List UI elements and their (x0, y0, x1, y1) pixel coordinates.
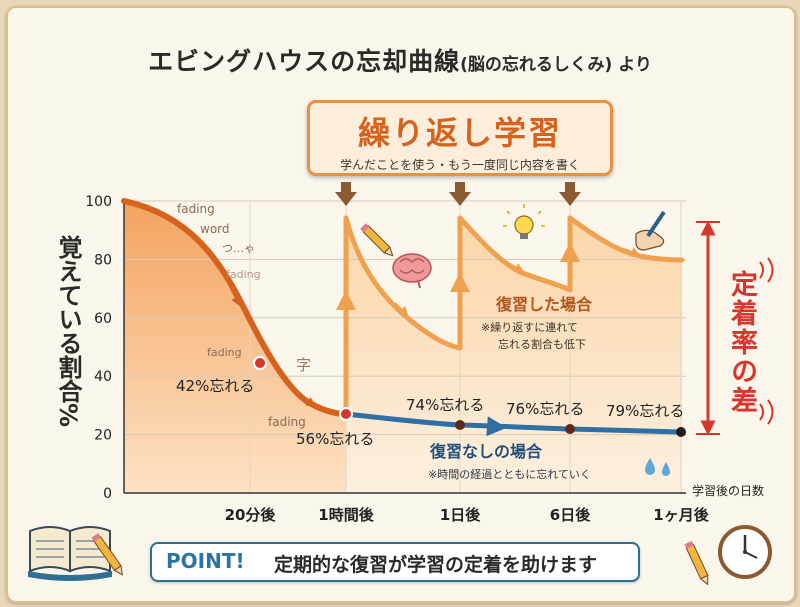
banner-note: 学んだことを使う・もう一度同じ内容を書く (340, 158, 580, 172)
banner-title: 繰り返し学習 (357, 114, 562, 152)
deco-fading: fading (207, 346, 242, 359)
fading-decorations: fading word つ…ゃ fading fading 字 fading (177, 202, 311, 429)
x-tick-label: 1時間後 (318, 506, 374, 524)
deco-fading: fading (177, 202, 215, 216)
x-tick-label: 1日後 (440, 506, 481, 524)
y-tick-label: 0 (103, 486, 112, 502)
decay-area (124, 201, 346, 493)
pencil-icon (360, 223, 394, 257)
y-tick-labels: 0 20 40 60 80 100 (85, 194, 112, 502)
x-tick-label: 6日後 (550, 506, 591, 524)
no-review-series-label: 復習なしの場合 (429, 442, 543, 461)
title-suffix: より (612, 55, 652, 75)
y-tick-label: 100 (85, 194, 112, 210)
point-79 (676, 427, 686, 437)
point-message: 定期的な復習が学習の定着を助けます (274, 554, 598, 576)
point-56 (339, 407, 353, 421)
annotation-74: 74%忘れる (406, 396, 484, 414)
review-note-line1: ※繰り返すに連れて (481, 320, 578, 334)
review-series-label: 復習した場合 (495, 295, 593, 314)
title-main: エビングハウスの忘却曲線 (148, 47, 461, 76)
no-review-line (343, 411, 683, 435)
deco-word: word (200, 222, 230, 236)
water-drops-icon (645, 458, 670, 476)
annotation-56: 56%忘れる (296, 430, 374, 448)
pencil-icon (684, 540, 709, 586)
decay-curve (121, 198, 349, 417)
annotation-42: 42%忘れる (176, 377, 254, 395)
deco-squiggle: つ…ゃ (222, 242, 255, 255)
clock-icon (718, 525, 772, 579)
deco-fading: fading (226, 268, 261, 281)
y-tick-label: 20 (94, 428, 112, 444)
point-42 (253, 356, 267, 370)
repetition-banner: 繰り返し学習 学んだことを使う・もう一度同じ内容を書く (307, 100, 613, 176)
deco-char: 字 (296, 356, 311, 374)
sound-marks (759, 257, 774, 425)
retention-difference-label: 定着率の差 (726, 270, 757, 415)
annotation-76: 76%忘れる (506, 400, 584, 418)
point-tag: POINT! (166, 549, 245, 573)
x-tick-label: 20分後 (225, 506, 277, 524)
y-tick-label: 60 (94, 311, 112, 327)
point-box: POINT! 定期的な復習が学習の定着を助けます (150, 542, 640, 582)
no-review-note: ※時間の経過とともに忘れていく (428, 467, 591, 481)
deco-fading: fading (268, 415, 306, 429)
title-sub: (脳の忘れるしくみ) (460, 55, 613, 75)
review-note-line2: 忘れる割合も低下 (498, 337, 586, 351)
review-decay-arrow (509, 263, 525, 273)
decay-arrow (229, 286, 241, 307)
pencil-icon (91, 533, 123, 576)
y-axis-label: 覚えている割合% (54, 235, 82, 428)
decay-arrow (299, 395, 317, 407)
x-tick-labels: 20分後 1時間後 1日後 6日後 1ヶ月後 (225, 506, 710, 524)
y-tick-label: 40 (94, 369, 112, 385)
brain-icon (392, 253, 432, 289)
x-axis-label: 学習後の日数 (692, 483, 764, 498)
x-tick-label: 1ヶ月後 (653, 506, 709, 524)
review-decay-arrow (624, 247, 641, 257)
hand-writing-icon (635, 210, 666, 251)
page-title: エビングハウスの忘却曲線(脳の忘れるしくみ) より (0, 42, 800, 78)
lightbulb-icon (503, 204, 545, 239)
point-76 (565, 424, 575, 434)
no-review-arrow (469, 416, 507, 437)
annotation-79: 79%忘れる (606, 402, 684, 420)
y-tick-label: 80 (94, 252, 112, 268)
point-74 (455, 420, 465, 430)
review-timing-arrows (335, 182, 581, 206)
review-decay-arrow (394, 302, 409, 317)
